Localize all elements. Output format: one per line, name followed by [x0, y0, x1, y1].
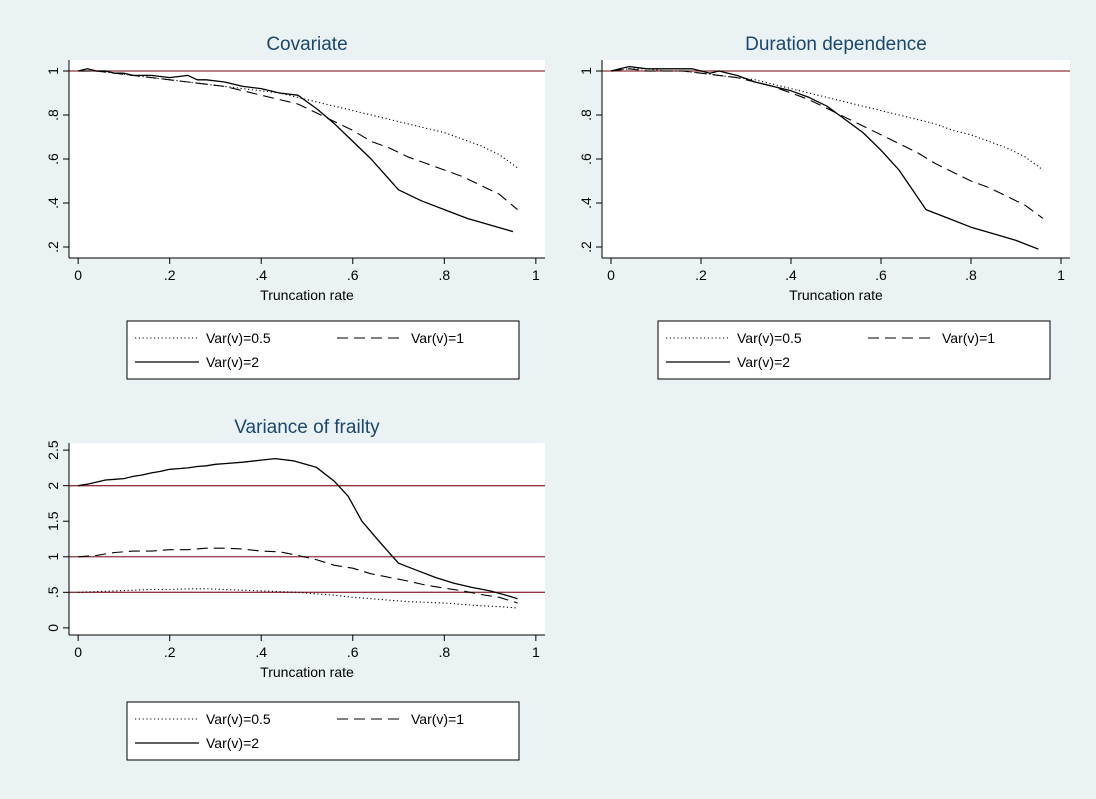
x-tick-label: .6 [347, 267, 359, 283]
y-tick-label: 2.5 [45, 440, 61, 460]
legend-label: Var(v)=0.5 [206, 330, 271, 346]
y-tick-label: 1 [45, 67, 61, 75]
y-tick-label: 1 [45, 553, 61, 561]
y-tick-label: 2 [45, 482, 61, 490]
y-tick-label: 1 [578, 67, 594, 75]
chart-panel-1: Covariate .2 .4 .6 .8 1 0 .2 .4 .6 .8 1 Truncation r… [45, 34, 545, 380]
legend-label: Var(v)=2 [206, 354, 259, 370]
series-line-2 [78, 547, 518, 604]
chart-panel-3: Variance of frailty 0 .5 1 1.5 2 2.5 0 .2 .4 .6 .8 1… [45, 417, 545, 761]
x-axis-title: Truncation rate [260, 287, 354, 303]
x-tick-label: .2 [695, 267, 707, 283]
y-tick-label: .6 [45, 153, 61, 165]
series-line-1 [78, 70, 518, 169]
chart-panel-2: Duration dependence .2 .4 .6 .8 1 0 .2 .4 .6 .8 1 Tr… [578, 34, 1070, 380]
series-line-2 [78, 70, 518, 211]
legend: Var(v)=0.5 Var(v)=1 Var(v)=2 [126, 701, 520, 761]
y-tick-label: 0 [45, 624, 61, 632]
plot-region [69, 60, 545, 258]
x-tick-label: 1 [532, 267, 540, 283]
plot-region [69, 443, 545, 635]
x-tick-label: .8 [438, 644, 450, 660]
y-tick-label: .2 [45, 241, 61, 253]
y-tick-label: .2 [578, 241, 594, 253]
x-tick-label: 1 [1057, 267, 1065, 283]
x-tick-label: .8 [965, 267, 977, 283]
series-line-3 [78, 457, 518, 600]
legend-label: Var(v)=0.5 [206, 711, 271, 727]
y-tick-label: .5 [45, 586, 61, 598]
x-tick-label: .2 [164, 644, 176, 660]
legend-label: Var(v)=1 [411, 711, 464, 727]
legend-label: Var(v)=2 [206, 735, 259, 751]
y-tick-label: .4 [578, 197, 594, 209]
chart-title: Covariate [266, 34, 347, 55]
legend-box [657, 320, 1051, 380]
legend-label: Var(v)=2 [737, 354, 790, 370]
legend: Var(v)=0.5 Var(v)=1 Var(v)=2 [126, 320, 520, 380]
legend-box [126, 320, 520, 380]
x-tick-label: 0 [74, 644, 82, 660]
series-line-2 [610, 68, 1044, 219]
y-tick-label: .4 [45, 197, 61, 209]
x-tick-label: 0 [74, 267, 82, 283]
legend-label: Var(v)=1 [411, 330, 464, 346]
series-line-3 [610, 65, 1039, 250]
x-tick-label: .4 [255, 644, 267, 660]
chart-title: Variance of frailty [234, 417, 380, 438]
series-line-1 [78, 588, 518, 609]
x-tick-label: 1 [532, 644, 540, 660]
legend-label: Var(v)=0.5 [737, 330, 802, 346]
series-line-3 [78, 68, 514, 233]
legend-box [126, 701, 520, 761]
x-axis-title: Truncation rate [789, 287, 883, 303]
y-tick-label: .8 [45, 109, 61, 121]
x-tick-label: .4 [785, 267, 797, 283]
chart-title: Duration dependence [745, 34, 927, 55]
x-tick-label: 0 [607, 267, 615, 283]
x-tick-label: .8 [438, 267, 450, 283]
y-tick-label: 1.5 [45, 511, 61, 531]
legend-label: Var(v)=1 [942, 330, 995, 346]
y-tick-label: .6 [578, 153, 594, 165]
x-tick-label: .6 [875, 267, 887, 283]
y-tick-label: .8 [578, 109, 594, 121]
x-tick-label: .4 [255, 267, 267, 283]
x-tick-label: .2 [164, 267, 176, 283]
x-axis-title: Truncation rate [260, 664, 354, 680]
legend: Var(v)=0.5 Var(v)=1 Var(v)=2 [657, 320, 1051, 380]
x-tick-label: .6 [347, 644, 359, 660]
plot-region [602, 60, 1070, 258]
